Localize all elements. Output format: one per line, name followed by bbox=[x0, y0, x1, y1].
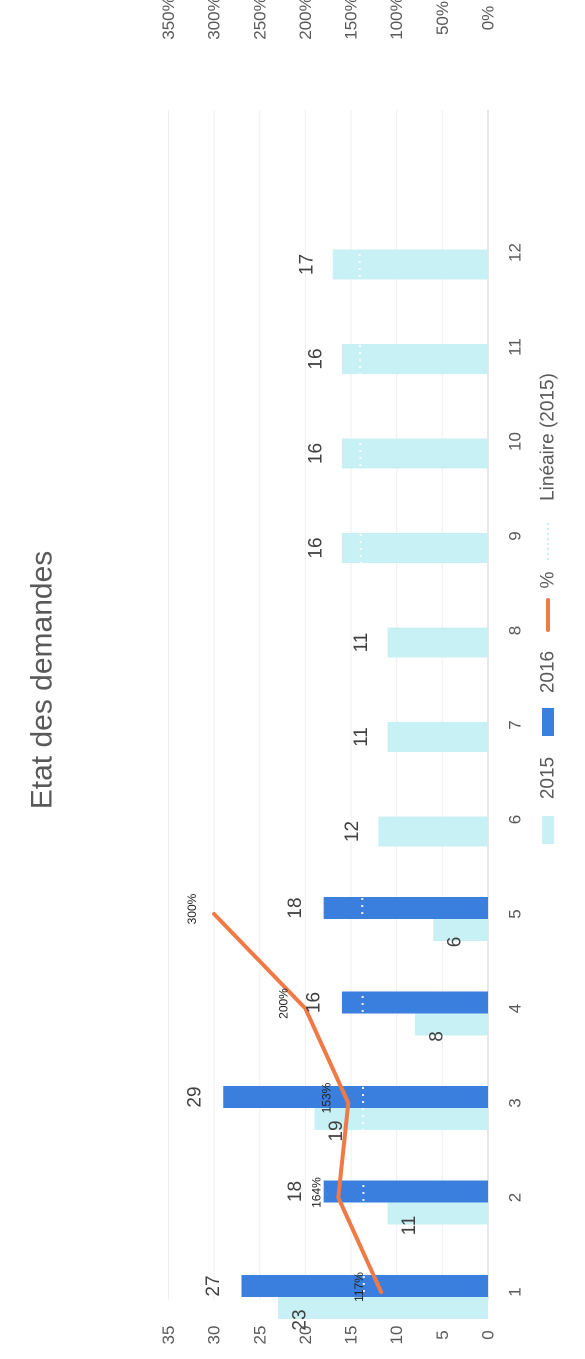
secondary-tick-label: 250% bbox=[250, 0, 269, 40]
category-label: 10 bbox=[506, 432, 525, 451]
category-label: 6 bbox=[506, 815, 525, 824]
category-label: 12 bbox=[506, 243, 525, 262]
value-label-2015: 19 bbox=[326, 1120, 347, 1141]
bar-2015 bbox=[378, 816, 488, 847]
bar-2016 bbox=[341, 991, 488, 1014]
category-label: 4 bbox=[506, 1004, 525, 1013]
bar-2016 bbox=[241, 1275, 488, 1297]
secondary-tick-label: 100% bbox=[387, 0, 406, 40]
legend-label-trendline: Linéaire (2015) bbox=[538, 373, 559, 501]
value-label-2015: 11 bbox=[351, 633, 372, 653]
percent-line bbox=[212, 252, 384, 1294]
percent-label: 117% bbox=[352, 1272, 366, 1302]
bar-2015 bbox=[341, 344, 488, 374]
value-label-2015: 23 bbox=[290, 1309, 311, 1330]
value-label-2015: 11 bbox=[351, 727, 372, 747]
bar-2015 bbox=[332, 249, 488, 280]
category-label: 11 bbox=[506, 338, 525, 356]
bars bbox=[223, 249, 489, 1319]
primary-tick-label: 10 bbox=[387, 1326, 406, 1345]
legend: 2015 2016% Linéaire (2015) bbox=[538, 373, 559, 844]
primary-tick-label: 20 bbox=[296, 1326, 315, 1345]
value-label-2015: 16 bbox=[305, 443, 326, 464]
secondary-tick-label: 300% bbox=[205, 0, 224, 40]
category-label: 8 bbox=[506, 626, 525, 635]
value-label-2015: 16 bbox=[305, 537, 326, 558]
trendline-2015 bbox=[358, 252, 365, 1293]
plot-area bbox=[167, 110, 489, 1300]
data-labels: 117% 164% 153% 200% 300% 27 18 29 16 18 23 11 19 8 6 12… bbox=[185, 254, 466, 1331]
value-label-2016: 18 bbox=[285, 1181, 306, 1202]
primary-tick-label: 35 bbox=[159, 1326, 178, 1345]
secondary-tick-label: 200% bbox=[296, 0, 315, 40]
value-label-2015: 11 bbox=[399, 1216, 420, 1236]
category-label: 1 bbox=[506, 1287, 525, 1296]
legend-swatch-2015 bbox=[542, 816, 554, 844]
legend-label-2015: 2015 bbox=[538, 757, 559, 799]
secondary-tick-label: 150% bbox=[342, 0, 361, 40]
secondary-tick-label: 50% bbox=[433, 1, 452, 35]
bar-2015 bbox=[387, 627, 488, 658]
primary-tick-label: 0 bbox=[479, 1330, 498, 1339]
secondary-tick-label: 0% bbox=[479, 6, 498, 31]
category-label: 7 bbox=[506, 720, 525, 729]
percent-label: 164% bbox=[309, 1177, 323, 1208]
legend-label-percent: % bbox=[538, 571, 559, 588]
value-label-2015: 17 bbox=[296, 254, 317, 275]
value-label-2015: 8 bbox=[426, 1031, 447, 1042]
primary-tick-label: 15 bbox=[342, 1326, 361, 1345]
bar-2016 bbox=[223, 1086, 489, 1108]
value-label-2016: 27 bbox=[203, 1275, 224, 1296]
bar-2016 bbox=[323, 1180, 488, 1203]
bar-2015 bbox=[387, 722, 488, 752]
value-label-2015: 6 bbox=[445, 937, 466, 948]
primary-tick-label: 5 bbox=[433, 1330, 452, 1339]
percent-line-path bbox=[212, 912, 384, 1294]
category-label: 5 bbox=[506, 909, 525, 918]
primary-tick-label: 25 bbox=[250, 1326, 269, 1345]
value-label-2016: 18 bbox=[285, 897, 306, 918]
bar-2015 bbox=[341, 533, 488, 563]
secondary-tick-label: 350% bbox=[159, 0, 178, 40]
axes: 051015202530350%50%100%150%200%250%300%3… bbox=[159, 0, 525, 1344]
category-label: 9 bbox=[506, 531, 525, 540]
value-label-2016: 16 bbox=[303, 992, 324, 1013]
value-label-2015: 16 bbox=[305, 348, 326, 369]
bar-2016 bbox=[323, 897, 488, 919]
value-label-2016: 29 bbox=[185, 1086, 206, 1107]
percent-label: 153% bbox=[319, 1082, 333, 1113]
value-label-2015: 12 bbox=[342, 821, 363, 842]
percent-label: 200% bbox=[276, 988, 290, 1019]
category-label: 2 bbox=[506, 1193, 525, 1202]
primary-tick-label: 30 bbox=[205, 1326, 224, 1345]
bar-2015 bbox=[341, 438, 488, 469]
legend-label-2016: 2016 bbox=[538, 651, 559, 693]
percent-label: 300% bbox=[185, 893, 199, 924]
legend-swatch-2016 bbox=[542, 708, 554, 736]
category-label: 3 bbox=[506, 1098, 525, 1107]
chart-title: Etat des demandes bbox=[26, 551, 59, 810]
